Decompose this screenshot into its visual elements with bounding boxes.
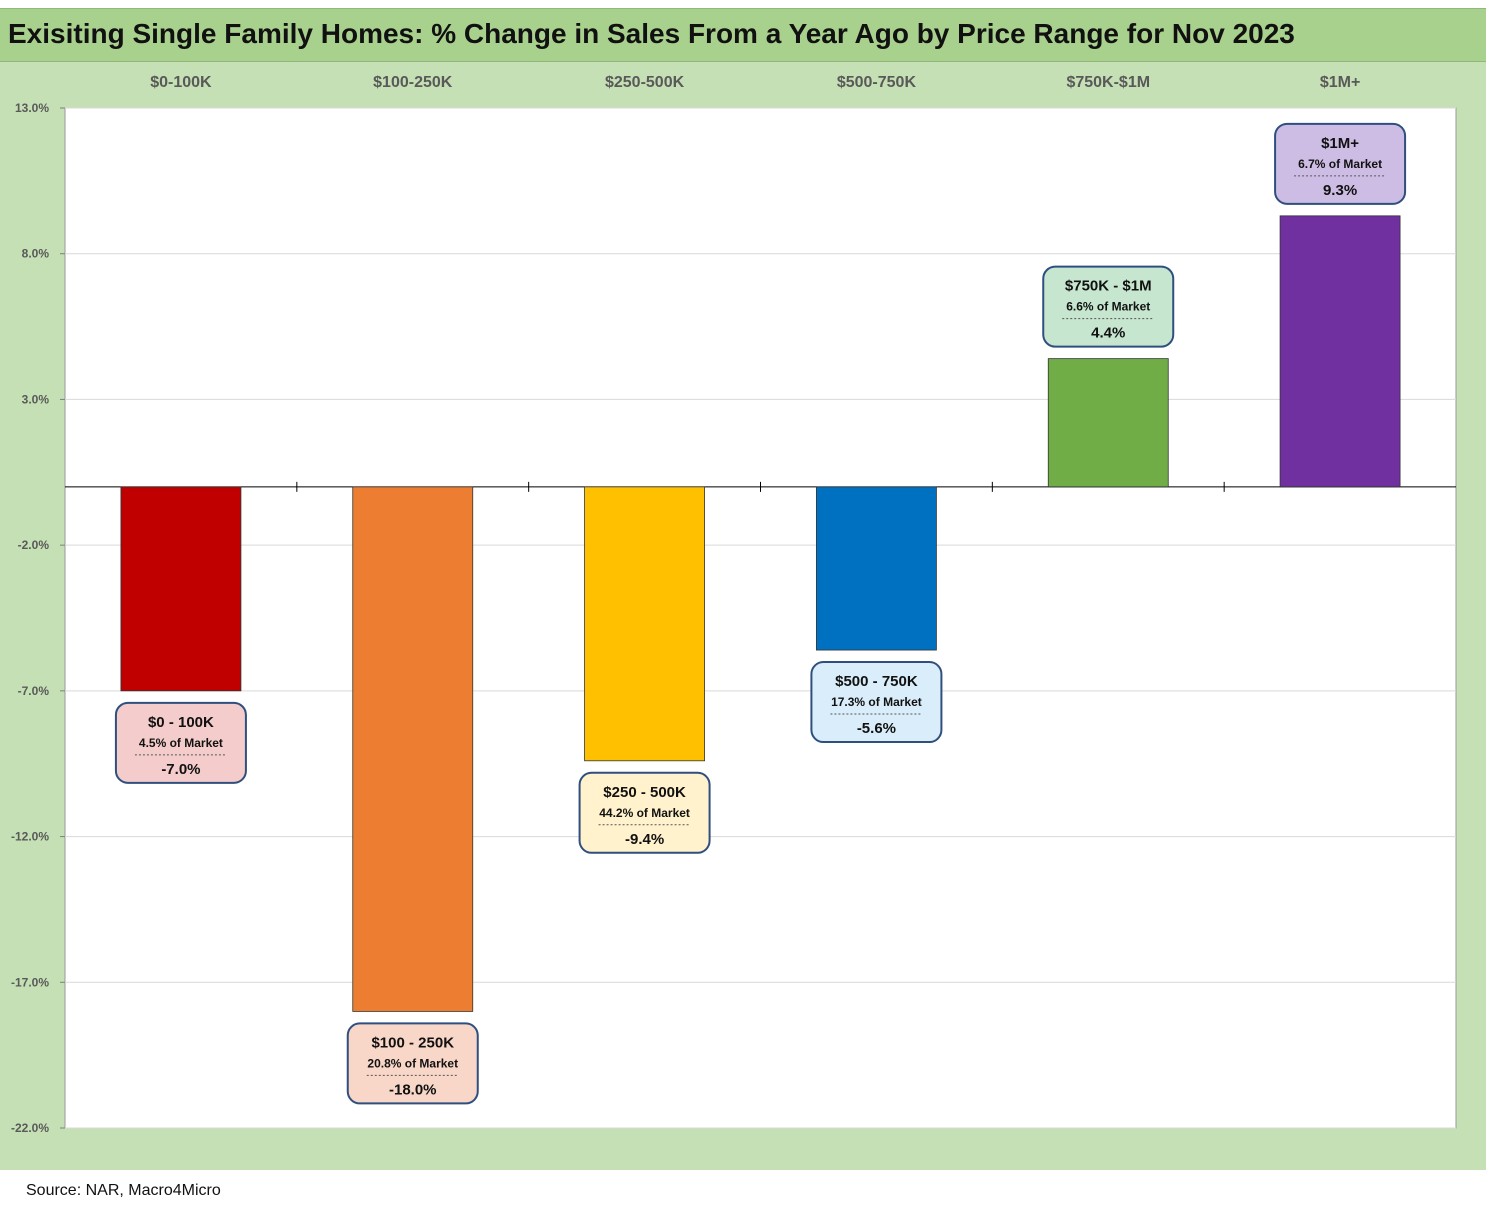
bar: [120, 486, 242, 692]
value-callout: $1M+ 6.7% of Market 9.3%: [1274, 122, 1407, 205]
value-callout: $500 - 750K 17.3% of Market -5.6%: [810, 661, 943, 744]
bar-chart: 13.0% 8.0% 3.0% -2.0% -7.0% -12.0% -17.0% -22.0…: [11, 74, 1457, 1135]
callout-value-label: -5.6%: [857, 720, 896, 737]
callout-share-label: 6.6% of Market: [1066, 300, 1150, 314]
callout-value-label: 9.3%: [1323, 182, 1357, 199]
callout-value-label: 4.4%: [1091, 325, 1125, 342]
bar: [1279, 215, 1401, 488]
value-callout: $250 - 500K 44.2% of Market -9.4%: [578, 771, 711, 854]
callout-share-label: 4.5% of Market: [139, 736, 223, 750]
value-callout: $750K - $1M 6.6% of Market 4.4%: [1042, 265, 1175, 348]
callout-range-label: $750K - $1M: [1065, 278, 1152, 295]
callout-box: [346, 1022, 479, 1105]
value-callout: $0 - 100K 4.5% of Market -7.0%: [114, 701, 247, 784]
y-tick-label: 13.0%: [15, 101, 49, 115]
category-label: $1M+: [1320, 74, 1360, 91]
callout-box: [1274, 122, 1407, 205]
callout-share-label: 17.3% of Market: [831, 695, 922, 709]
category-label: $250-500K: [605, 74, 685, 91]
chart-title: Exisiting Single Family Homes: % Change …: [8, 18, 1295, 49]
callout-range-label: $1M+: [1321, 135, 1359, 152]
callout-value-label: -7.0%: [161, 761, 200, 778]
callout-box: [578, 771, 711, 854]
chart-area: 13.0% 8.0% 3.0% -2.0% -7.0% -12.0% -17.0% -22.0…: [0, 62, 1486, 1170]
bar: [352, 486, 474, 1012]
y-tick-label: 3.0%: [22, 392, 50, 406]
callout-share-label: 6.7% of Market: [1298, 157, 1382, 171]
category-label: $0-100K: [150, 74, 212, 91]
y-tick-label: -22.0%: [11, 1121, 49, 1135]
callout-value-label: -18.0%: [389, 1081, 437, 1098]
callout-range-label: $500 - 750K: [835, 673, 918, 690]
bar: [584, 486, 705, 762]
callout-box: [114, 701, 247, 784]
bar: [816, 486, 937, 651]
callout-share-label: 20.8% of Market: [367, 1056, 458, 1070]
category-label: $500-750K: [837, 74, 917, 91]
y-tick-label: -2.0%: [18, 538, 50, 552]
y-tick-label: 8.0%: [22, 247, 50, 261]
callout-box: [810, 661, 943, 744]
callout-range-label: $250 - 500K: [603, 784, 686, 801]
source-note: Source: NAR, Macro4Micro: [26, 1182, 221, 1199]
callout-range-label: $100 - 250K: [371, 1034, 454, 1051]
callout-box: [1042, 265, 1175, 348]
callout-share-label: 44.2% of Market: [599, 806, 690, 820]
plot-area: [64, 107, 1457, 1129]
category-label: $100-250K: [373, 74, 453, 91]
value-callout: $100 - 250K 20.8% of Market -18.0%: [346, 1022, 479, 1105]
category-label: $750K-$1M: [1066, 74, 1150, 91]
bar: [1047, 358, 1169, 488]
y-tick-label: -17.0%: [11, 975, 49, 989]
callout-value-label: -9.4%: [625, 831, 664, 848]
y-tick-label: -12.0%: [11, 830, 49, 844]
callout-range-label: $0 - 100K: [148, 714, 214, 731]
y-tick-label: -7.0%: [18, 684, 50, 698]
title-bar: Exisiting Single Family Homes: % Change …: [0, 8, 1486, 62]
